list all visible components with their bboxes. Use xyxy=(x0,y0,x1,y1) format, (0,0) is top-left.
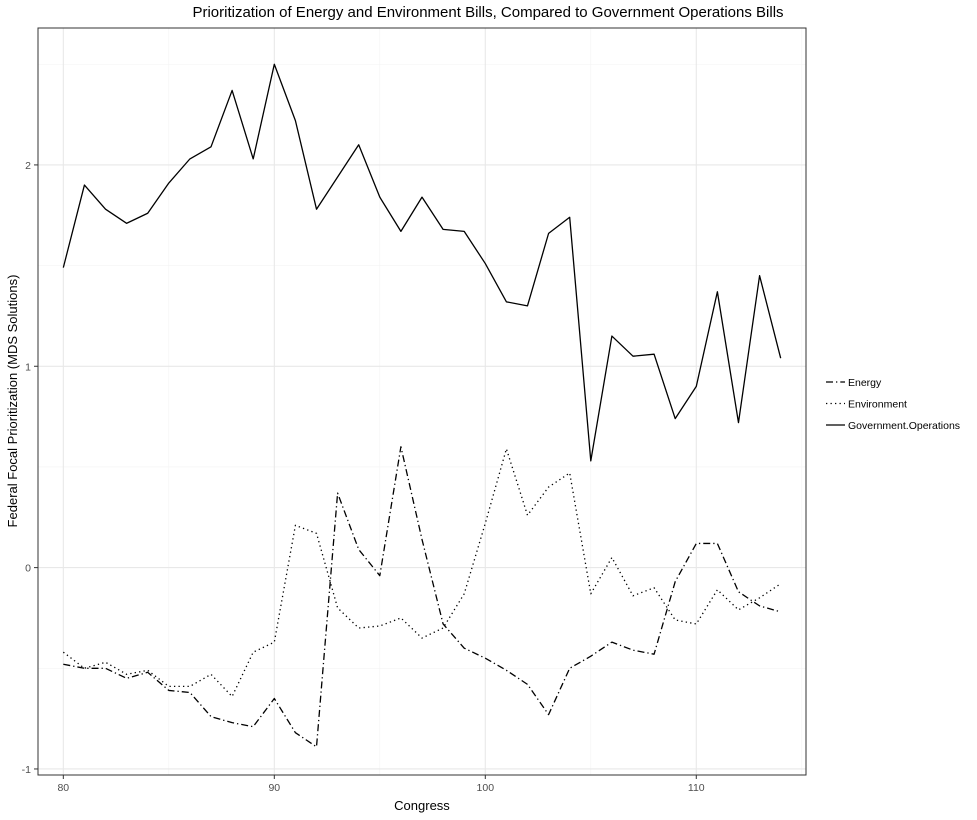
y-axis-title: Federal Focal Prioritization (MDS Soluti… xyxy=(5,275,20,528)
legend-label-energy: Energy xyxy=(848,377,882,389)
x-tick-label: 110 xyxy=(688,782,705,794)
x-axis: 80 90 100 110 xyxy=(57,775,705,794)
legend-label-government-operations: Government.Operations xyxy=(848,420,960,432)
x-tick-label: 90 xyxy=(268,782,280,794)
y-axis: -1 0 1 2 xyxy=(22,160,38,776)
x-axis-title: Congress xyxy=(394,798,450,813)
y-tick-label: 2 xyxy=(25,160,31,172)
series-line-government-operations xyxy=(62,63,782,462)
series-line-energy xyxy=(63,446,781,748)
chart-title: Prioritization of Energy and Environment… xyxy=(192,4,783,21)
legend-label-environment: Environment xyxy=(848,399,907,411)
y-tick-label: 0 xyxy=(25,563,31,575)
y-tick-label: 1 xyxy=(25,361,31,373)
plot-panel-border xyxy=(37,27,807,776)
minor-gridlines xyxy=(38,28,806,775)
series-lines xyxy=(62,63,782,748)
x-tick-label: 80 xyxy=(57,782,69,794)
y-tick-label: -1 xyxy=(22,764,31,776)
series-line-environment xyxy=(62,448,782,698)
major-gridlines xyxy=(38,28,806,775)
legend: Energy Environment Government.Operations xyxy=(826,377,960,432)
x-tick-label: 100 xyxy=(477,782,495,794)
